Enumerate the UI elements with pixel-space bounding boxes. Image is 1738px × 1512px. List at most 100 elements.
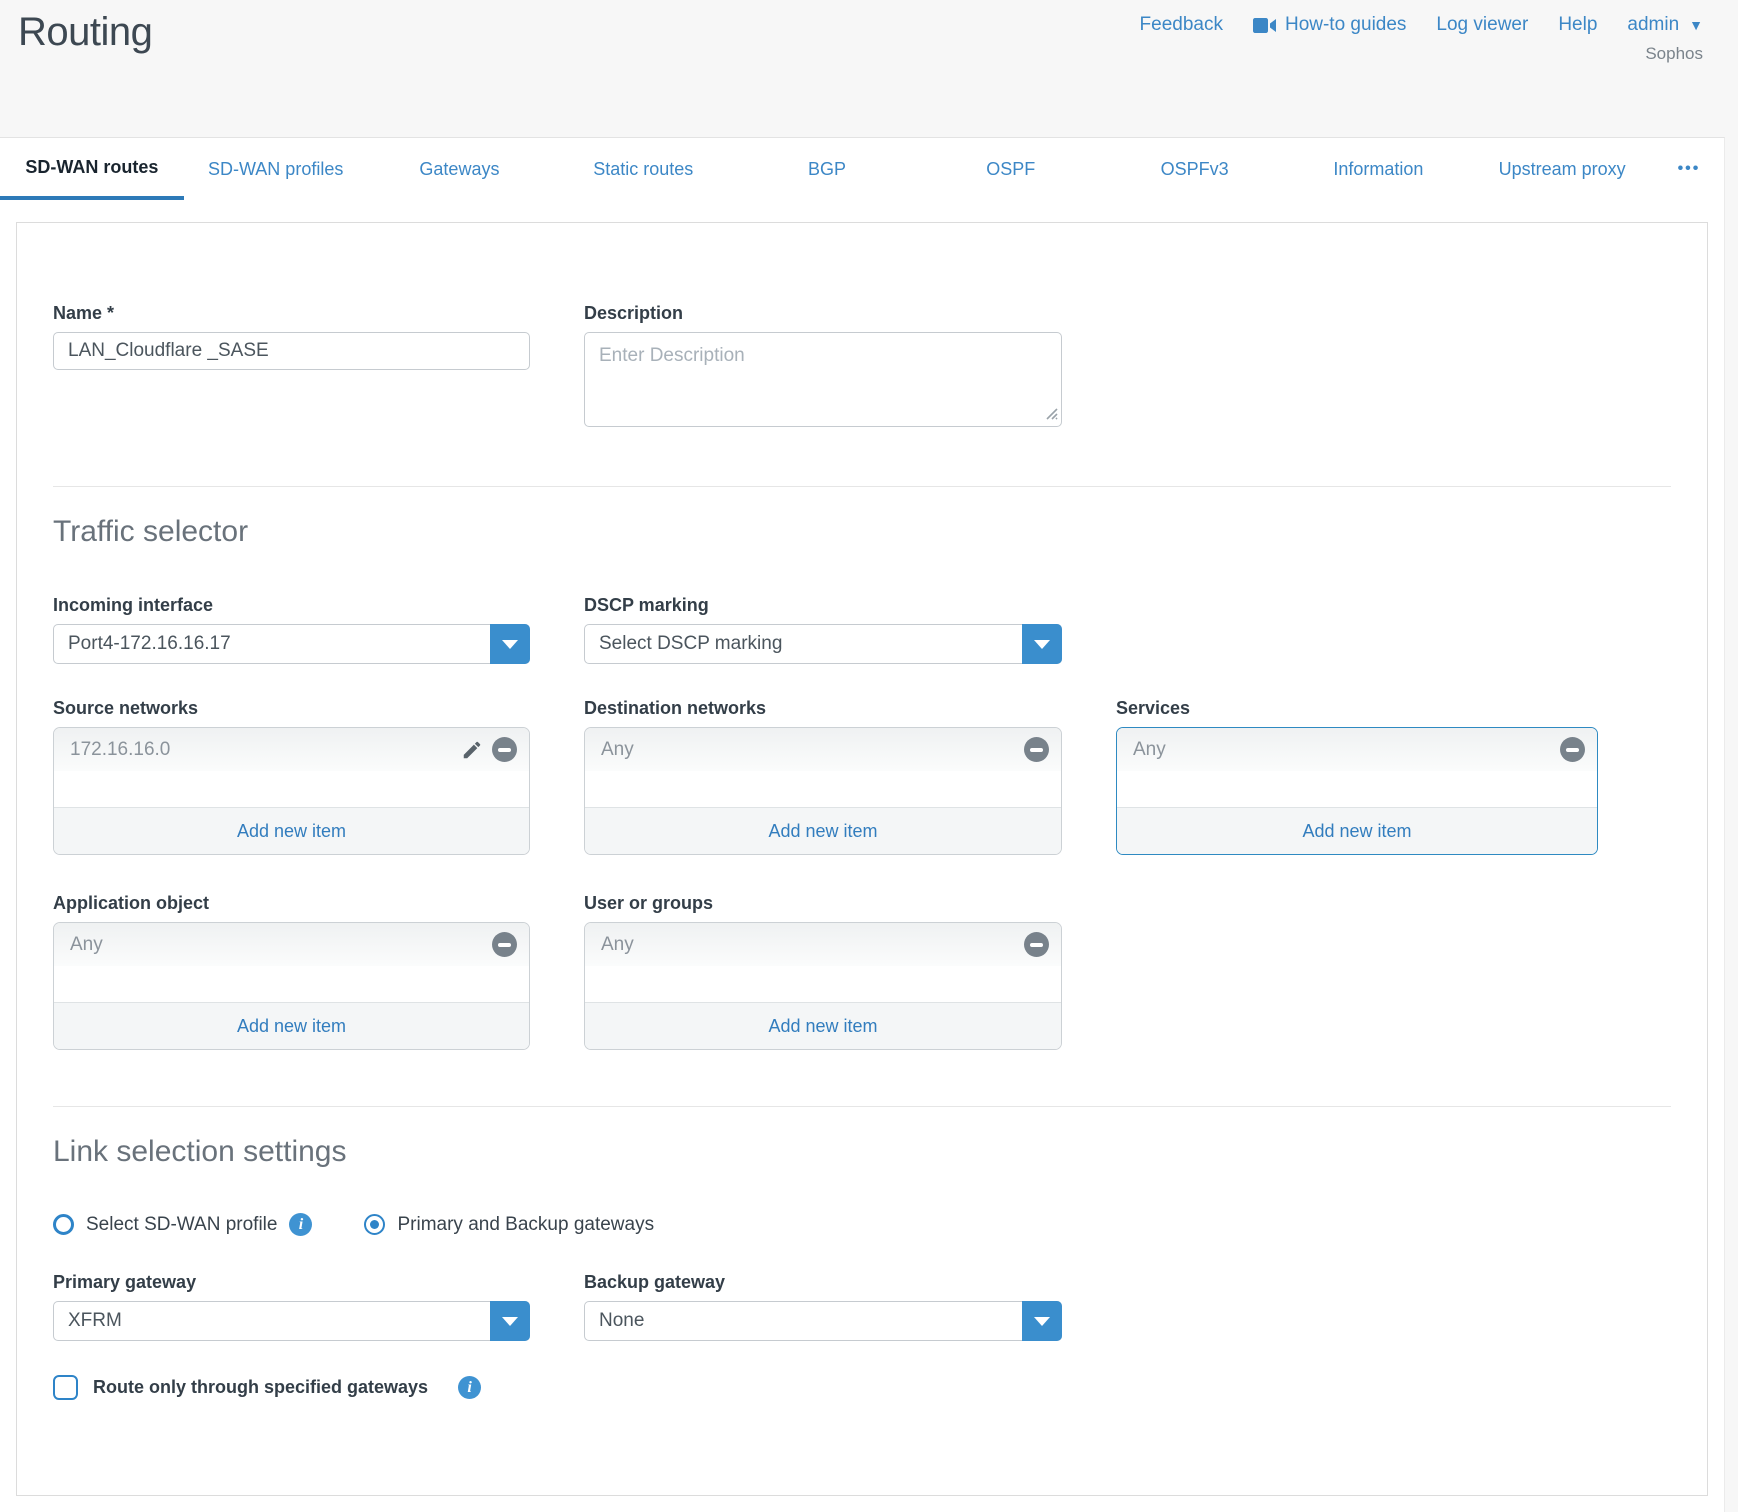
admin-menu[interactable]: admin ▼ [1627,14,1703,36]
dropdown-caret-button[interactable] [1022,624,1062,664]
application-object-field: Application object Any Add new item [53,893,530,1050]
source-networks-field: Source networks 172.16.16.0 [53,698,530,855]
tab-information[interactable]: Information [1333,158,1424,179]
required-mark: * [107,303,115,323]
list-item: Any [585,728,1061,771]
howto-guides-label: How-to guides [1284,14,1407,35]
caret-down-icon [502,639,518,649]
networks-services-row: Source networks 172.16.16.0 [53,698,1671,855]
tab-bar: SD-WAN routes SD-WAN profiles Gateways S… [0,138,1724,200]
list-spacer [585,966,1061,1002]
traffic-selector-heading: Traffic selector [53,515,249,548]
primary-gateway-select[interactable]: XFRM [53,1301,530,1341]
list-item: Any [54,923,529,966]
help-link[interactable]: Help [1558,14,1598,35]
user-groups-add-button[interactable]: Add new item [585,1002,1061,1049]
application-object-add-button[interactable]: Add new item [54,1002,529,1049]
list-item: Any [1117,728,1597,771]
services-add-button[interactable]: Add new item [1117,807,1597,854]
destination-networks-add-button[interactable]: Add new item [585,807,1061,854]
tab-static-routes[interactable]: Static routes [593,158,694,179]
services-field: Services Any Add new item [1116,698,1598,855]
description-label: Description [584,303,684,323]
gateways-row: Primary gateway XFRM Backup gateway None [53,1272,1671,1341]
tab-sdwan-routes[interactable]: SD-WAN routes [0,138,184,200]
user-groups-listbox: Any Add new item [584,922,1062,1050]
route-only-checkbox[interactable] [53,1375,78,1400]
route-only-row: Route only through specified gateways [53,1375,1671,1400]
tab-overflow-menu[interactable]: ••• [1677,160,1701,177]
section-divider [53,486,1671,487]
incoming-interface-select[interactable]: Port4-172.16.16.17 [53,624,530,664]
incoming-interface-value: Port4-172.16.16.17 [68,633,231,654]
name-field: Name * [53,303,530,432]
dscp-marking-select[interactable]: Select DSCP marking [584,624,1062,664]
chevron-down-icon: ▼ [1689,17,1703,33]
list-item-value: Any [70,933,103,955]
dropdown-caret-button[interactable] [490,624,530,664]
list-spacer [54,771,529,807]
list-spacer [1117,771,1597,807]
services-label: Services [1116,698,1191,718]
destination-networks-field: Destination networks Any Add new item [584,698,1062,855]
source-networks-add-button[interactable]: Add new item [54,807,529,854]
radio-select-sdwan-profile[interactable]: Select SD-WAN profile [53,1214,277,1236]
incoming-interface-field: Incoming interface Port4-172.16.16.17 [53,595,530,664]
remove-icon[interactable] [1024,737,1049,762]
route-only-label: Route only through specified gateways [93,1377,429,1397]
interface-dscp-row: Incoming interface Port4-172.16.16.17 DS… [53,595,1671,664]
remove-icon[interactable] [1560,737,1585,762]
radio-primary-backup-gateways[interactable]: Primary and Backup gateways [364,1214,654,1236]
sdwan-route-form-panel: Name * Description Tra [16,222,1708,1496]
destination-networks-label: Destination networks [584,698,767,718]
app-content-column: SD-WAN routes SD-WAN profiles Gateways S… [0,137,1725,1512]
radio-label: Select SD-WAN profile [86,1213,278,1235]
log-viewer-link[interactable]: Log viewer [1436,14,1529,35]
primary-gateway-label: Primary gateway [53,1272,197,1292]
remove-icon[interactable] [1024,932,1049,957]
radio-label: Primary and Backup gateways [397,1213,655,1235]
list-spacer [585,771,1061,807]
info-icon[interactable] [458,1376,482,1399]
edit-icon[interactable] [461,739,483,761]
header-right: Feedback How-to guides Log viewer Help a… [1140,14,1703,64]
tab-bgp[interactable]: BGP [808,158,847,179]
remove-icon[interactable] [492,932,517,957]
backup-gateway-field: Backup gateway None [584,1272,1062,1341]
description-textarea[interactable] [584,332,1062,427]
name-input[interactable] [53,332,530,370]
resize-handle-icon[interactable] [1044,406,1058,425]
admin-menu-label: admin [1627,14,1680,35]
brand-label: Sophos [1645,44,1703,63]
dscp-marking-field: DSCP marking Select DSCP marking [584,595,1062,664]
dscp-marking-label: DSCP marking [584,595,709,615]
name-description-row: Name * Description [53,303,1671,432]
info-icon[interactable] [289,1213,313,1236]
list-item-value: Any [1133,738,1166,760]
incoming-interface-label: Incoming interface [53,595,214,615]
primary-gateway-field: Primary gateway XFRM [53,1272,530,1341]
page-title: Routing [18,10,153,54]
caret-down-icon [1034,1316,1050,1326]
services-listbox: Any Add new item [1116,727,1598,855]
list-item-value: 172.16.16.0 [70,738,171,760]
tab-sdwan-profiles[interactable]: SD-WAN profiles [207,158,344,179]
tab-gateways[interactable]: Gateways [419,158,500,179]
caret-down-icon [502,1316,518,1326]
backup-gateway-value: None [599,1310,645,1331]
video-camera-icon [1252,17,1277,34]
tab-ospfv3[interactable]: OSPFv3 [1160,158,1229,179]
application-object-listbox: Any Add new item [53,922,530,1050]
user-groups-label: User or groups [584,893,714,913]
backup-gateway-select[interactable]: None [584,1301,1062,1341]
remove-icon[interactable] [492,737,517,762]
list-item: Any [585,923,1061,966]
tab-ospf[interactable]: OSPF [986,158,1036,179]
tab-upstream-proxy[interactable]: Upstream proxy [1498,158,1626,179]
howto-guides-link[interactable]: How-to guides [1252,14,1407,36]
dropdown-caret-button[interactable] [1022,1301,1062,1341]
feedback-link[interactable]: Feedback [1139,14,1223,35]
link-selection-radio-group: Select SD-WAN profile Primary and Backup… [53,1213,1671,1236]
dropdown-caret-button[interactable] [490,1301,530,1341]
